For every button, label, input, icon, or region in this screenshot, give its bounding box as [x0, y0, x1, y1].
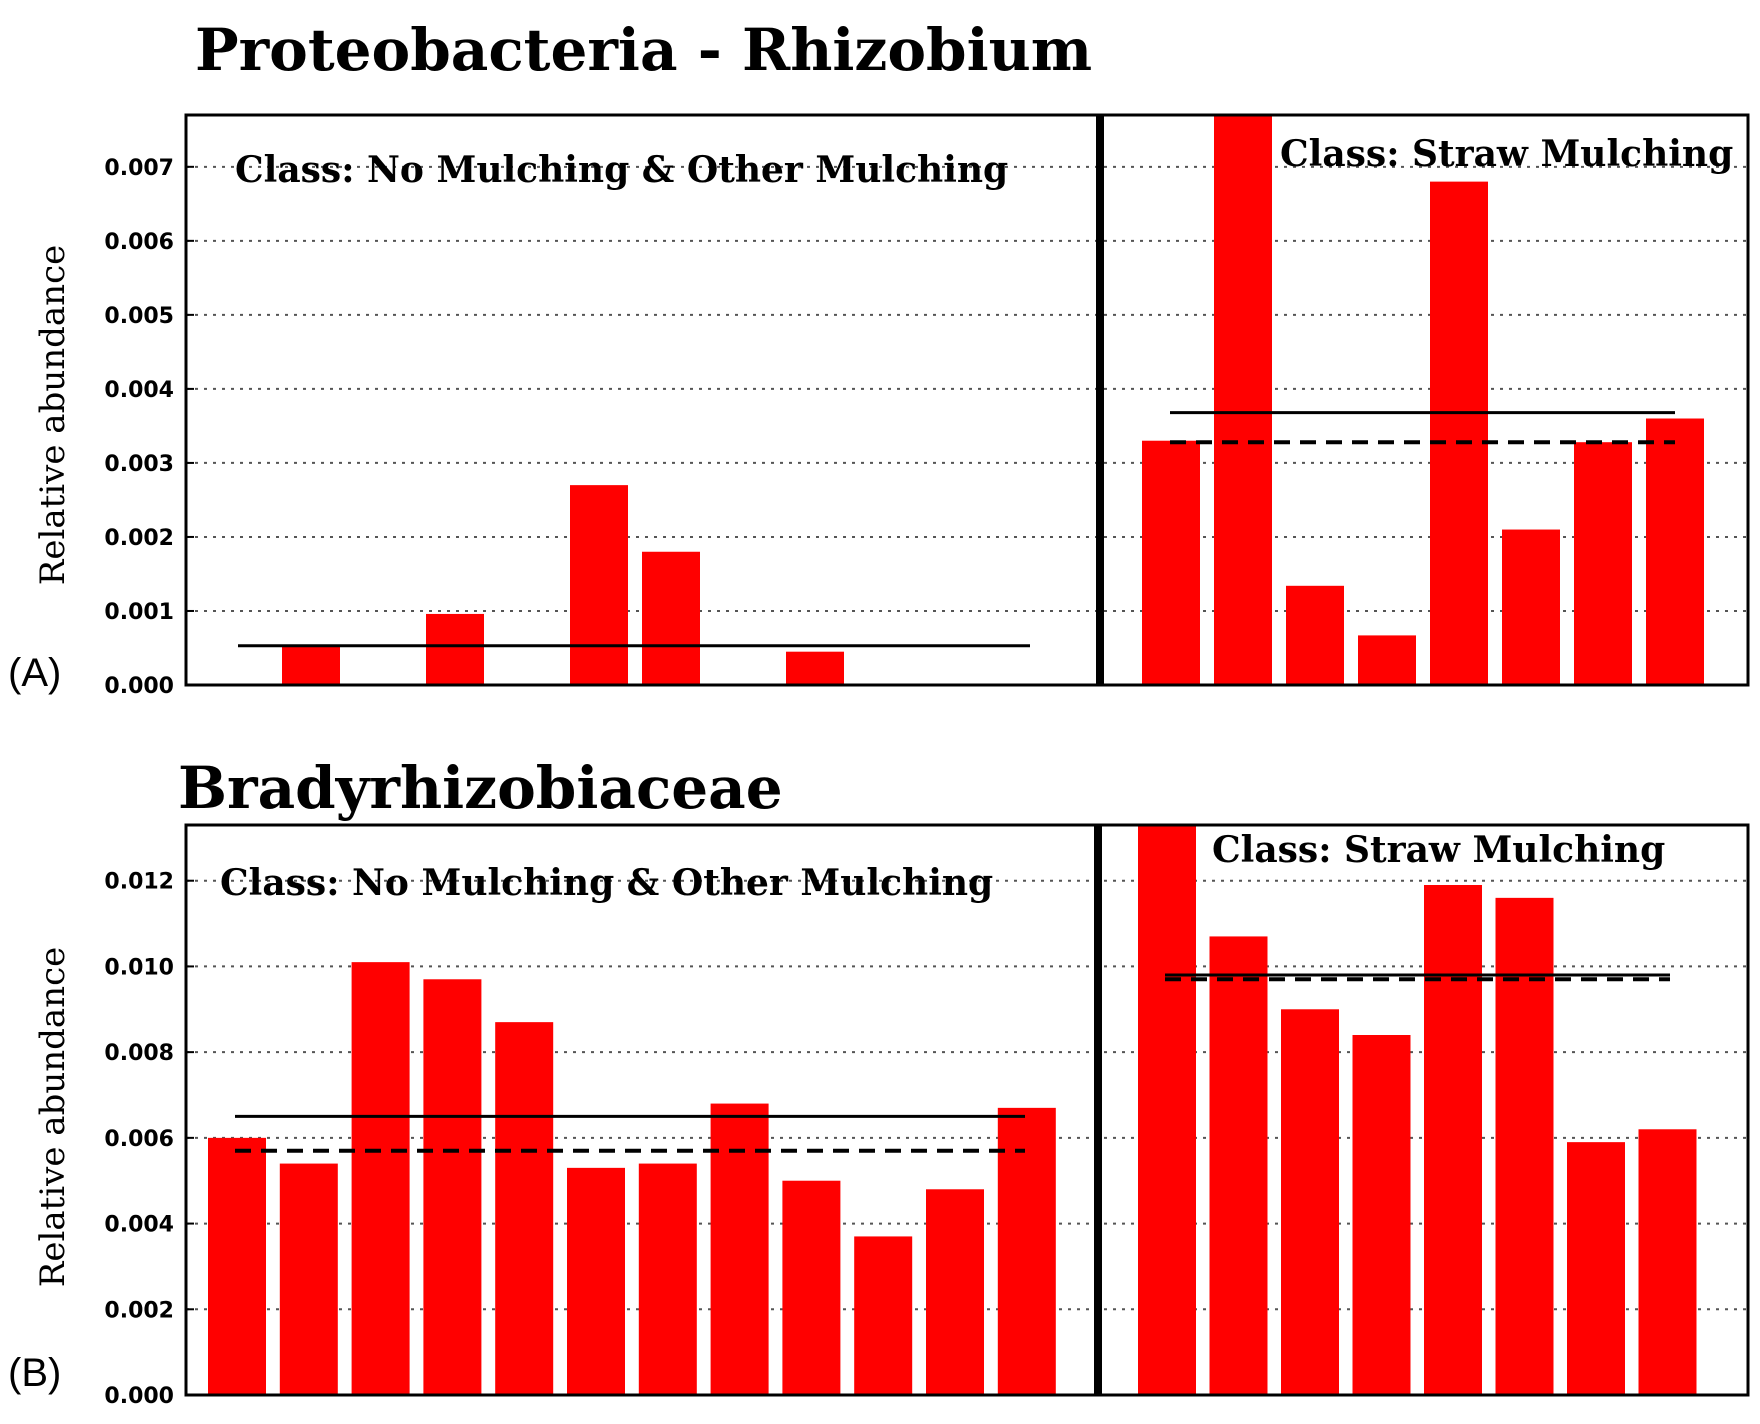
- panel-b-title: Bradyrhizobiaceae: [178, 754, 783, 822]
- bar: [1138, 825, 1196, 1395]
- bar: [208, 1137, 266, 1395]
- panel-b-yticks: 0.000 0.002 0.004 0.006 0.008 0.010 0.012: [104, 870, 194, 1409]
- bar: [495, 1022, 554, 1395]
- panel-b-ylabel: Relative abundance: [33, 947, 73, 1287]
- panel-a-title: Proteobacteria - Rhizobium: [195, 16, 1092, 84]
- bar: [570, 485, 628, 685]
- panel-b-frame: [184, 823, 1750, 1397]
- panel-a-frame: [184, 113, 1750, 687]
- bar: [1281, 1009, 1339, 1395]
- bar: [282, 645, 340, 685]
- bar: [1638, 1129, 1697, 1395]
- bar: [710, 1103, 769, 1395]
- panel-b: Bradyrhizobiaceae (B) Relative abundance…: [8, 754, 1750, 1409]
- bar: [1209, 936, 1268, 1395]
- bar: [279, 1163, 338, 1395]
- bar: [567, 1167, 625, 1395]
- panel-b-label: (B): [8, 1351, 61, 1395]
- bar: [1574, 442, 1632, 685]
- bar: [997, 1107, 1056, 1395]
- y-tick-label: 0.008: [104, 1041, 174, 1066]
- panel-b-reference-lines: [235, 973, 1670, 1153]
- panel-a-group-1-label: Class: No Mulching & Other Mulching: [235, 149, 1008, 191]
- panel-b-group-1-label: Class: No Mulching & Other Mulching: [220, 862, 993, 904]
- panel-b-group-2-label: Class: Straw Mulching: [1212, 829, 1665, 871]
- bar: [1567, 1142, 1625, 1395]
- bar: [782, 1180, 841, 1395]
- panel-a-group-2-label: Class: Straw Mulching: [1280, 133, 1733, 175]
- bar: [1286, 585, 1344, 685]
- bar: [642, 551, 700, 685]
- bar: [786, 651, 844, 685]
- y-tick-label: 0.004: [104, 378, 174, 403]
- bar: [854, 1236, 913, 1395]
- y-tick-label: 0.006: [104, 1127, 174, 1152]
- y-tick-label: 0.005: [104, 304, 174, 329]
- bar: [1142, 440, 1200, 685]
- bar: [426, 613, 484, 685]
- y-tick-label: 0.002: [104, 526, 174, 551]
- y-tick-label: 0.000: [104, 1384, 174, 1409]
- y-tick-label: 0.002: [104, 1298, 174, 1323]
- y-tick-label: 0.006: [104, 230, 174, 255]
- bar: [1430, 181, 1488, 685]
- y-tick-label: 0.012: [104, 870, 174, 895]
- y-tick-label: 0.001: [104, 600, 174, 625]
- y-tick-label: 0.003: [104, 452, 174, 477]
- panel-b-bars: [208, 825, 1697, 1395]
- y-tick-label: 0.004: [104, 1213, 174, 1238]
- bar: [1352, 1035, 1411, 1395]
- bar: [1502, 529, 1560, 685]
- panel-a-yticks: 0.000 0.001 0.002 0.003 0.004 0.005 0.006 0.007: [104, 156, 194, 699]
- bar: [1424, 885, 1482, 1395]
- bar: [1358, 635, 1416, 685]
- y-tick-label: 0.010: [104, 955, 174, 980]
- bar: [423, 979, 482, 1395]
- y-tick-label: 0.000: [104, 674, 174, 699]
- bar: [638, 1163, 697, 1395]
- bar: [926, 1189, 984, 1395]
- bar: [351, 962, 410, 1395]
- panel-a-bars: [282, 115, 1704, 685]
- panel-a-label: (A): [8, 651, 61, 695]
- panel-a-reference-lines: [238, 411, 1675, 648]
- bar: [1495, 897, 1554, 1395]
- bar: [1214, 115, 1272, 685]
- bar: [1646, 418, 1704, 685]
- panel-a-ylabel: Relative abundance: [33, 245, 73, 585]
- y-tick-label: 0.007: [104, 156, 174, 181]
- panel-a: Proteobacteria - Rhizobium (A) Relative …: [8, 16, 1750, 699]
